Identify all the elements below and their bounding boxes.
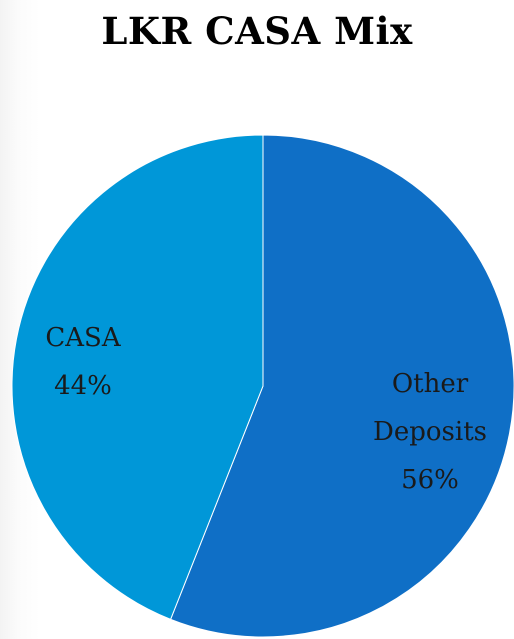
pie-value-label: 44%: [54, 371, 112, 401]
pie-category-label: Other: [392, 369, 469, 399]
pie-value-label: 56%: [401, 465, 459, 495]
pie-slice-other-deposits: [169, 134, 514, 638]
pie-slice-casa: [11, 134, 264, 621]
chart-title: LKR CASA Mix: [101, 9, 413, 53]
pie-category-label: CASA: [45, 323, 121, 353]
pie-category-label: Deposits: [373, 417, 487, 447]
